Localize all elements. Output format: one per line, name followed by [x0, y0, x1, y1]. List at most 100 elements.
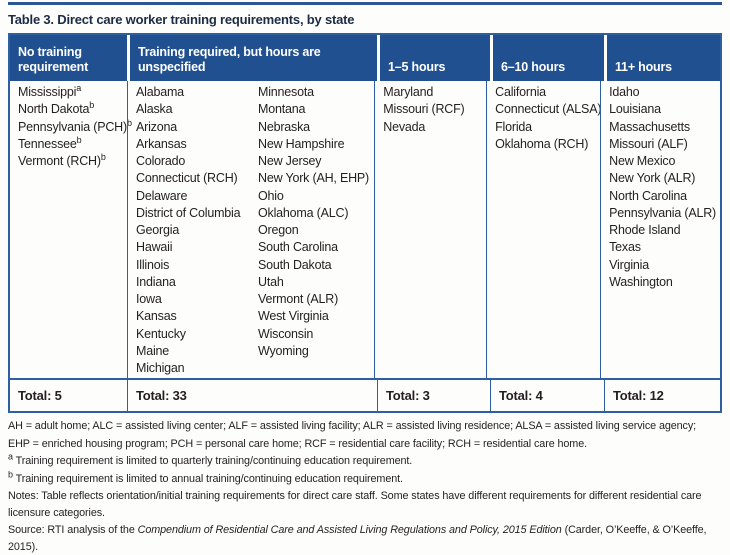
state-item: New Mexico	[609, 154, 676, 168]
footnote-marker: b	[76, 134, 82, 145]
state-item: Montana	[258, 102, 306, 117]
state-item: Hawaii	[136, 240, 173, 255]
state-item: Vermont (RCH)b	[18, 151, 106, 168]
state-item: Alaska	[136, 102, 173, 117]
state-item: Georgia	[136, 223, 180, 237]
state-item: North Carolina	[609, 188, 687, 203]
state-item: Washington	[609, 274, 673, 289]
state-item: Illinois	[136, 257, 170, 272]
state-item: Oklahoma (RCH)	[495, 136, 589, 151]
column-header-3: 6–10 hours	[490, 35, 604, 81]
state-item: Maine	[136, 343, 170, 358]
column-body-2: Maryland Missouri (RCF) Nevada	[374, 81, 486, 378]
state-list: Alabama Alaska Arizona Arkansas Colorado Conn…	[136, 84, 258, 377]
state-item: New York (AH, EHP)	[258, 171, 370, 186]
state-item: Tennesseeb	[18, 134, 82, 151]
state-item: Iowa	[136, 292, 162, 306]
state-item: Texas	[609, 240, 641, 255]
state-item: Wisconsin	[258, 326, 314, 341]
footnote-b-text: Training requirement is limited to annua…	[12, 472, 403, 485]
state-item: Oregon	[258, 223, 299, 237]
top-rule	[8, 2, 722, 5]
state-item: Nevada	[383, 119, 426, 134]
table-body-row: Mississippia North Dakotab Pennsylvania (P…	[10, 81, 720, 378]
column-total-4: Total: 12	[604, 380, 720, 411]
column-body-0: Mississippia North Dakotab Pennsylvania (P…	[10, 81, 132, 378]
column-body-4: Idaho Louisiana Massachusetts Missouri (ALF…	[600, 81, 720, 378]
column-total-0: Total: 5	[18, 388, 62, 403]
page: Table 3. Direct care worker training req…	[8, 2, 722, 553]
column-header-0: No training requirement	[10, 35, 127, 81]
footnote-marker: b	[126, 117, 132, 128]
column-total-2: Total: 3	[377, 380, 490, 411]
state-item: Kentucky	[136, 326, 186, 341]
state-item: Utah	[258, 274, 284, 289]
footnote-marker: b	[100, 151, 106, 162]
column-body-1: Alabama Alaska Arizona Arkansas Colorado Conn…	[127, 81, 374, 378]
notes-text: Notes: Table reflects orientation/initia…	[8, 490, 702, 519]
column-body-3: California Connecticut (ALSA) Florida Oklah…	[486, 81, 601, 378]
state-item: Pennsylvania (ALR)	[609, 205, 716, 220]
column-header-1: Training required, but hours are unspeci…	[127, 35, 377, 81]
footnote-a-text: Training requirement is limited to quart…	[12, 455, 413, 467]
state-item: District of Columbia	[136, 205, 241, 220]
footnote-a-marker: a	[8, 451, 13, 462]
state-item: Delaware	[136, 188, 188, 203]
state-item: Michigan	[136, 361, 185, 375]
state-item: Mississippia	[18, 82, 82, 99]
state-list: Mississippia North Dakotab Pennsylvania (P…	[18, 82, 132, 170]
footnote-marker: a	[76, 82, 82, 93]
footnote-b-marker: b	[8, 468, 13, 479]
state-item: Missouri (RCF)	[383, 102, 465, 117]
state-item: Kansas	[136, 309, 177, 324]
source-prefix: Source: RTI analysis of the	[8, 524, 138, 536]
state-item: Idaho	[609, 85, 640, 99]
source-title: Compendium of Residential Care and Assis…	[137, 524, 562, 536]
state-item: Pennsylvania (PCH)b	[18, 117, 132, 134]
state-item: California	[495, 85, 546, 99]
table-footer: AH = adult home; ALC = assisted living c…	[8, 418, 722, 555]
state-item: Florida	[495, 119, 532, 134]
state-item: Colorado	[136, 154, 186, 168]
abbreviations-line-1: AH = adult home; ALC = assisted living c…	[8, 420, 697, 432]
state-item: Massachusetts	[609, 119, 690, 134]
state-item: Missouri (ALF)	[609, 136, 688, 151]
state-item: South Dakota	[258, 257, 332, 272]
state-item: Wyoming	[258, 343, 309, 358]
footnote-b: b Training requirement is limited to ann…	[8, 468, 722, 488]
abbreviations-line-2: EHP = enriched housing program; PCH = pe…	[8, 437, 588, 450]
state-item: Arkansas	[136, 136, 187, 151]
state-item: Virginia	[609, 257, 649, 272]
state-item: Ohio	[258, 188, 284, 203]
state-item: Maryland	[383, 85, 434, 99]
state-item: South Carolina	[258, 240, 338, 255]
state-item: Louisiana	[609, 102, 661, 117]
state-item: New Jersey	[258, 154, 322, 168]
state-list: Minnesota Montana Nebraska New Hampshire New…	[258, 84, 369, 360]
state-item: West Virginia	[258, 309, 329, 324]
state-item: New York (ALR)	[609, 171, 696, 186]
table-total-row: Total: 5 Total: 33 Total: 3 Total: 4 Total: …	[10, 378, 720, 411]
source-line: Source: RTI analysis of the Compendium o…	[8, 522, 722, 555]
state-item: Indiana	[136, 274, 176, 289]
footnote-marker: b	[89, 100, 95, 111]
state-item: New Hampshire	[258, 136, 345, 151]
state-item: Alabama	[136, 85, 184, 99]
state-item: Oklahoma (ALC)	[258, 205, 349, 220]
state-item: Arizona	[136, 119, 177, 134]
column-header-4: 11+ hours	[604, 35, 720, 81]
state-item: Minnesota	[258, 85, 314, 99]
state-item: Rhode Island	[609, 223, 681, 237]
table-header-row: No training requirement Training required…	[10, 35, 720, 81]
state-item: North Dakotab	[18, 100, 95, 117]
column-total-1: Total: 33	[127, 380, 377, 411]
state-item: Nebraska	[258, 119, 310, 134]
state-list: Maryland Missouri (RCF) Nevada	[383, 84, 464, 136]
state-list: Idaho Louisiana Massachusetts Missouri (ALF…	[609, 84, 716, 291]
column-header-2: 1–5 hours	[377, 35, 490, 81]
footnote-a: a Training requirement is limited to qua…	[8, 451, 722, 470]
state-item: Connecticut (ALSA)	[495, 102, 602, 117]
state-item: Connecticut (RCH)	[136, 171, 238, 186]
column-total-3: Total: 4	[490, 380, 604, 411]
state-list: California Connecticut (ALSA) Florida Oklah…	[495, 84, 601, 153]
